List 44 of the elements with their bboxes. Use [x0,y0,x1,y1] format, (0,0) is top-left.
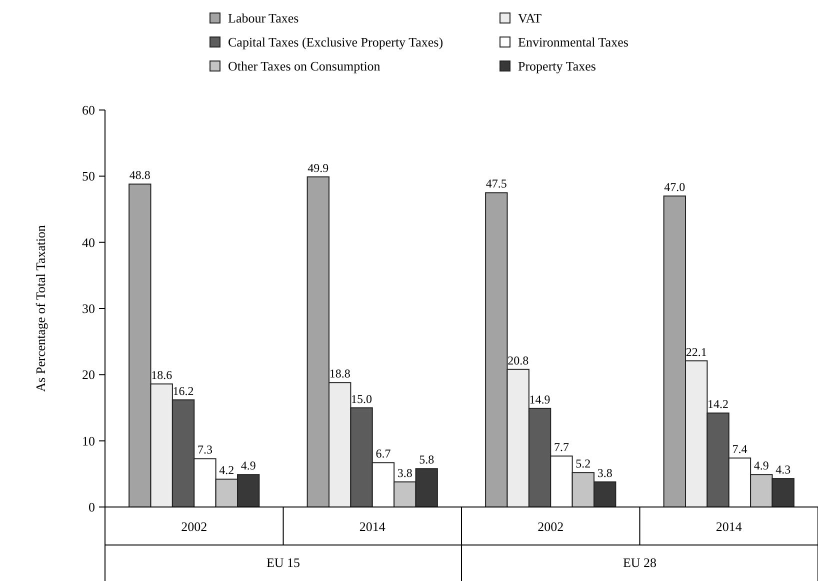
legend-label: Other Taxes on Consumption [228,58,381,74]
legend-label: VAT [518,10,542,26]
data-label: 18.8 [329,366,350,381]
x-tick-label: 2002 [181,519,208,534]
data-label: 22.1 [686,344,707,359]
data-label: 5.8 [419,452,434,467]
data-label: 15.0 [351,392,372,406]
x-tick-label: 2014 [359,519,386,534]
data-label: 14.9 [529,392,550,406]
data-label: 3.8 [397,466,412,480]
data-label: 48.8 [129,168,150,182]
data-label: 49.9 [308,160,329,175]
data-label: 4.2 [219,463,234,478]
x-tick-label: 2002 [538,519,564,534]
y-axis-title: As Percentage of Total Taxation [33,224,48,392]
data-label: 4.9 [240,458,256,473]
y-tick-label: 40 [82,234,95,250]
data-label: 47.0 [664,180,686,194]
y-tick-label: 0 [88,500,95,515]
data-label: 47.5 [486,176,507,191]
legend-label: Environmental Taxes [518,34,628,50]
data-label: 4.3 [776,462,791,477]
data-label: 20.8 [508,353,529,368]
data-label: 7.3 [197,442,212,457]
data-label: 7.4 [732,442,748,456]
y-tick-label: 60 [82,102,95,118]
text: EU 15 [266,555,300,570]
y-tick-label: 30 [82,301,95,316]
data-label: 3.8 [597,466,612,480]
text: EU 28 [622,555,657,570]
data-label: 7.7 [554,440,569,454]
data-label: 18.6 [151,368,172,382]
data-label: 5.2 [576,456,591,471]
y-tick-label: 10 [82,433,95,448]
data-label: 14.2 [708,397,729,412]
x-tick-label: 2014 [716,519,742,534]
legend-label: Capital Taxes (Exclusive Property Taxes) [228,34,444,50]
data-label: 4.9 [754,458,769,473]
legend-label: Property Taxes [518,58,596,74]
data-label: 6.7 [376,446,391,461]
legend-label: Labour Taxes [228,10,299,26]
y-tick-label: 20 [82,367,95,382]
y-tick-label: 50 [82,168,95,184]
data-label: 16.2 [172,384,194,398]
